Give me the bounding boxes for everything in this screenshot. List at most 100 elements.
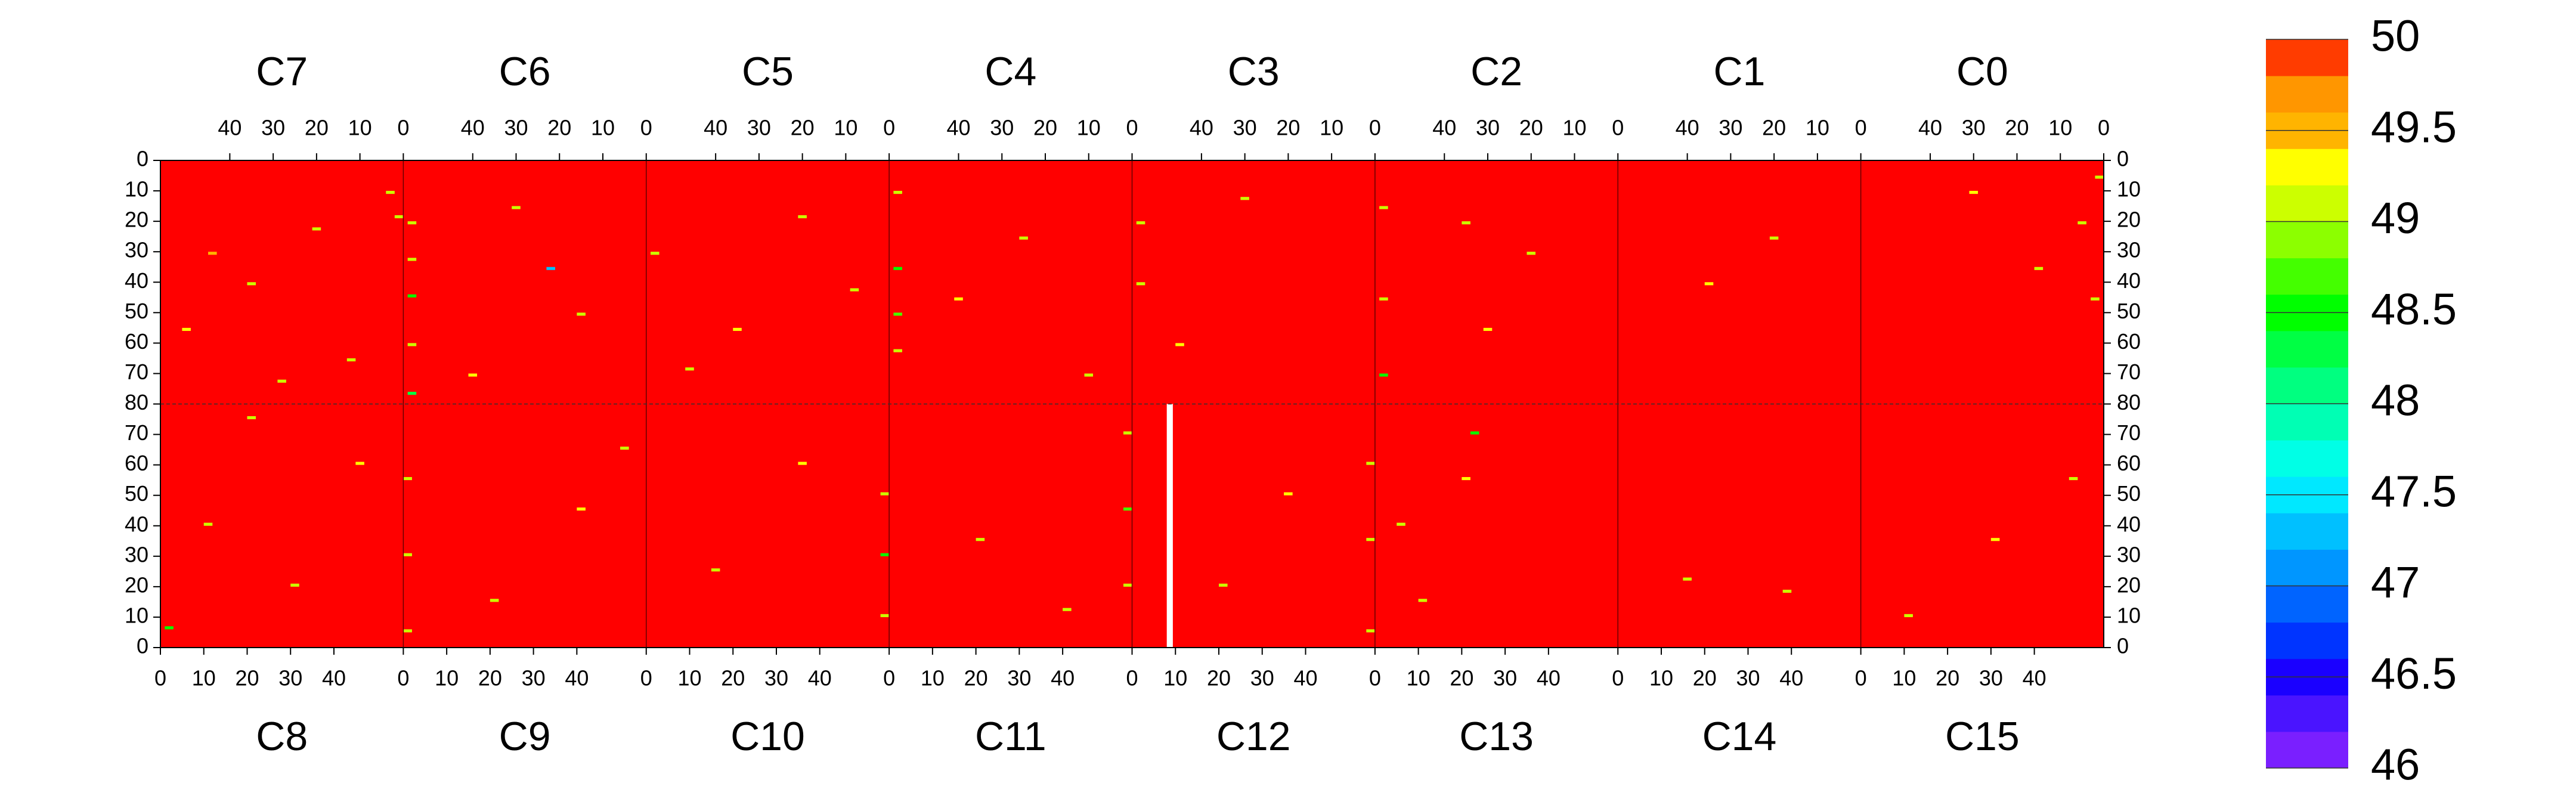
cell <box>2091 297 2100 301</box>
x-tick-label: 20 <box>1519 116 1543 140</box>
cell <box>277 379 286 383</box>
y-tick-label: 70 <box>125 360 148 384</box>
cell <box>880 492 890 496</box>
chip-background <box>1618 404 1861 648</box>
x-tick-label: 10 <box>1407 666 1431 691</box>
chip-label: C9 <box>499 714 551 759</box>
chip-label: C8 <box>256 714 308 759</box>
y-tick-label: 10 <box>125 603 148 627</box>
cell <box>1366 538 1375 541</box>
cell <box>1462 477 1470 481</box>
chip-background <box>1374 160 1618 404</box>
x-tick-label: 40 <box>1051 666 1075 691</box>
chip-label: C10 <box>730 714 805 759</box>
x-tick-label: 40 <box>704 116 727 140</box>
colorbar-band <box>2266 549 2348 586</box>
x-tick-label: 10 <box>1649 666 1673 691</box>
x-tick-label: 0 <box>1126 666 1138 691</box>
cell <box>1462 221 1470 225</box>
cell <box>1904 614 1913 617</box>
x-tick-label: 40 <box>1190 116 1213 140</box>
colorbar-label: 48 <box>2371 376 2420 425</box>
x-tick-label: 20 <box>1033 116 1057 140</box>
cell <box>1990 538 2000 541</box>
chip-label: C6 <box>499 49 551 94</box>
cell <box>290 583 299 587</box>
cell <box>2077 221 2086 225</box>
y-tick-label: 60 <box>2117 451 2141 475</box>
x-tick-label: 30 <box>747 116 771 140</box>
cell <box>208 252 217 255</box>
y-tick-label: 0 <box>2117 147 2129 171</box>
cell <box>247 282 256 286</box>
y-tick-label: 20 <box>125 208 148 232</box>
chip-background <box>1860 160 2104 404</box>
cell <box>512 206 521 209</box>
x-tick-label: 10 <box>192 666 216 691</box>
x-tick-label: 20 <box>235 666 259 691</box>
y-tick-label: 20 <box>125 572 148 597</box>
chip-label: C11 <box>975 714 1046 759</box>
x-tick-label: 40 <box>1537 666 1561 691</box>
cell <box>386 191 395 194</box>
y-tick-label: 50 <box>2117 481 2141 506</box>
colorbar-band <box>2266 404 2348 441</box>
cell <box>1063 608 1072 611</box>
x-tick-label: 40 <box>1779 666 1803 691</box>
x-tick-label: 20 <box>1276 116 1300 140</box>
cell <box>1379 206 1388 209</box>
chip-label: C15 <box>1945 714 2020 759</box>
x-tick-label: 30 <box>278 666 302 691</box>
x-tick-label: 20 <box>964 666 988 691</box>
y-tick-label: 80 <box>2117 390 2141 414</box>
x-tick-label: 40 <box>946 116 970 140</box>
cell <box>1218 583 1228 587</box>
cell <box>1483 327 1493 331</box>
x-tick-label: 0 <box>397 666 409 691</box>
cell <box>407 392 417 395</box>
x-tick-label: 20 <box>1207 666 1231 691</box>
x-tick-label: 0 <box>640 666 652 691</box>
colorbar-label: 46.5 <box>2371 649 2457 698</box>
chip-label: C4 <box>984 49 1036 94</box>
colorbar-label: 50 <box>2371 11 2420 61</box>
y-tick-label: 20 <box>2117 208 2141 232</box>
y-tick-label: 10 <box>125 177 148 202</box>
x-tick-label: 10 <box>1163 666 1187 691</box>
cell <box>182 327 191 331</box>
chip-label: C0 <box>1956 49 2008 94</box>
x-tick-label: 0 <box>2098 116 2110 140</box>
cell <box>1418 599 1428 602</box>
chip-background <box>1860 404 2104 648</box>
colorbar-label: 47 <box>2371 558 2420 607</box>
cell <box>893 312 902 316</box>
chip-background <box>889 160 1132 404</box>
colorbar-band <box>2266 148 2348 185</box>
colorbar-label: 49.5 <box>2371 102 2457 151</box>
cell <box>1284 492 1293 496</box>
x-tick-label: 20 <box>1762 116 1786 140</box>
cell <box>1470 431 1479 435</box>
chip-background <box>646 404 890 648</box>
x-tick-label: 0 <box>1855 116 1867 140</box>
y-tick-label: 20 <box>2117 572 2141 597</box>
y-tick-label: 70 <box>125 420 148 445</box>
cell <box>403 477 412 481</box>
x-tick-label: 10 <box>921 666 945 691</box>
blank-column <box>1166 404 1173 648</box>
cell <box>850 288 859 292</box>
colorbar-band <box>2266 76 2348 113</box>
cell <box>893 349 902 352</box>
x-tick-label: 30 <box>1979 666 2003 691</box>
cell <box>407 343 417 346</box>
x-tick-label: 20 <box>305 116 329 140</box>
y-tick-label: 80 <box>125 390 148 414</box>
x-tick-label: 20 <box>1936 666 1959 691</box>
cell <box>651 252 660 255</box>
x-tick-label: 10 <box>677 666 701 691</box>
chip-label: C2 <box>1470 49 1522 94</box>
colorbar-band <box>2266 731 2348 769</box>
y-tick-label: 10 <box>2117 603 2141 627</box>
x-tick-label: 20 <box>2005 116 2029 140</box>
